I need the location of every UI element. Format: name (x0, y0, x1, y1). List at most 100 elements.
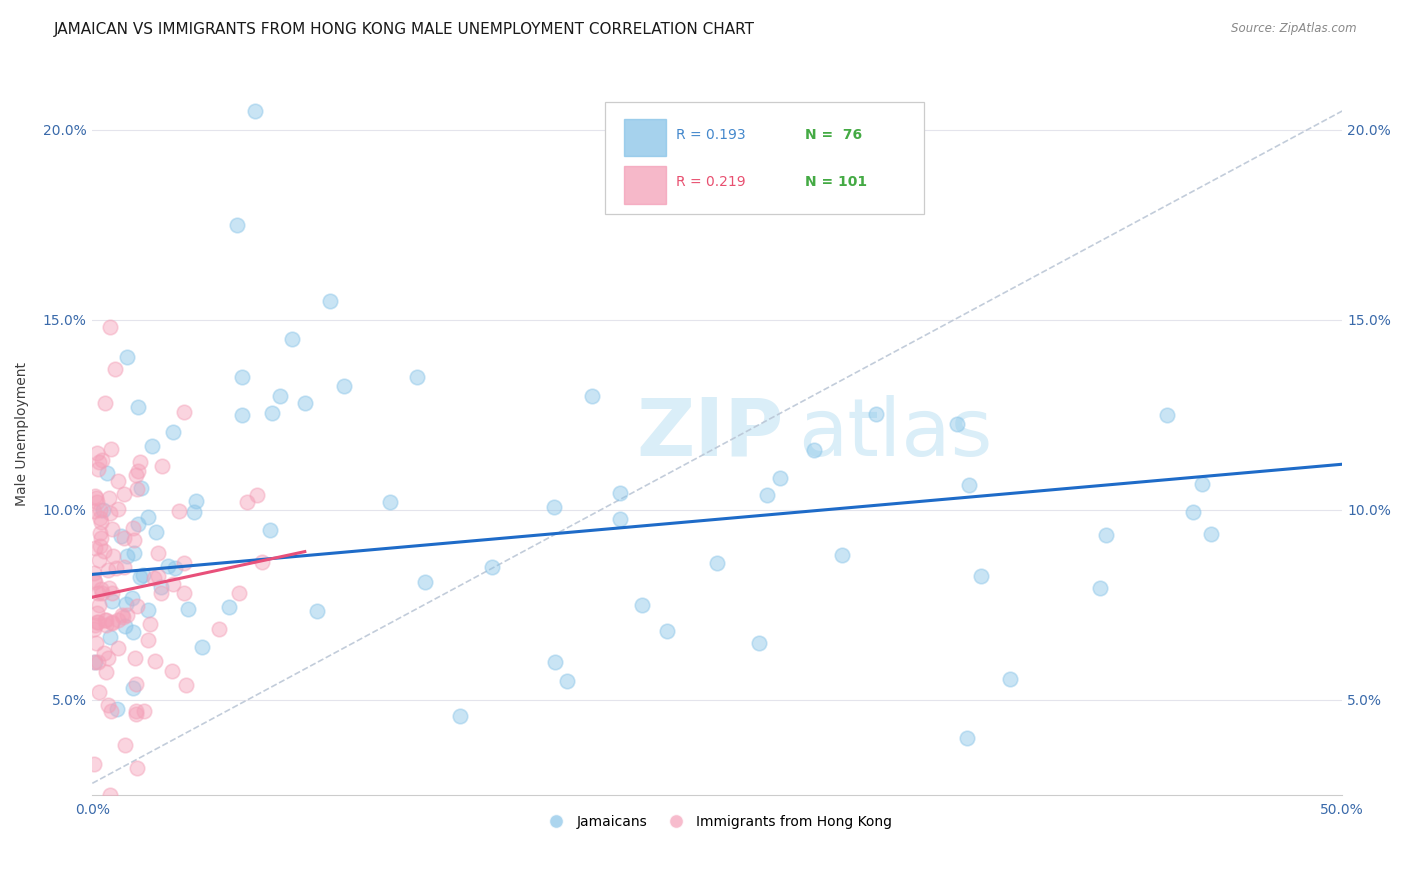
Point (250, 555, 273, 569)
Point (226, 218, 249, 232)
Point (183, 505, 205, 519)
Point (125, 706, 148, 721)
Point (112, 486, 135, 500)
Point (87, 615, 110, 630)
Point (101, 616, 124, 631)
Point (97, 651, 120, 665)
Point (143, 571, 166, 585)
Point (121, 521, 143, 535)
Point (706, 556, 728, 570)
Point (124, 533, 146, 547)
Point (186, 494, 208, 508)
Point (87, 552, 110, 566)
Point (114, 618, 136, 632)
Point (91, 453, 114, 467)
Point (148, 546, 170, 560)
Point (218, 600, 240, 615)
Point (86, 491, 108, 506)
Point (87, 656, 110, 670)
Point (481, 559, 503, 574)
Point (89, 503, 111, 517)
Point (957, 477, 980, 491)
Point (87, 685, 110, 699)
Point (104, 362, 127, 376)
Point (105, 561, 128, 575)
Point (129, 481, 152, 495)
Point (114, 739, 136, 753)
Point (89, 539, 111, 553)
Point (136, 632, 159, 647)
Point (122, 546, 145, 560)
Point (89, 598, 111, 612)
Point (138, 617, 160, 632)
Point (100, 442, 122, 456)
Point (631, 598, 654, 612)
FancyBboxPatch shape (623, 119, 666, 156)
Point (125, 468, 148, 483)
Point (543, 500, 565, 514)
Point (998, 672, 1021, 686)
Point (134, 704, 156, 718)
Point (91, 503, 114, 517)
Point (107, 613, 129, 627)
Point (96, 466, 118, 480)
Point (555, 673, 578, 688)
Point (117, 350, 139, 364)
Point (581, 389, 603, 403)
Point (121, 625, 143, 640)
Point (1191, 476, 1213, 491)
Point (332, 379, 354, 393)
Point (107, 474, 129, 488)
Point (96, 665, 118, 680)
Point (107, 640, 129, 655)
Point (86, 615, 108, 629)
Point (156, 558, 179, 573)
Point (970, 569, 993, 583)
Point (97, 581, 120, 595)
Point (100, 704, 122, 718)
Text: JAMAICAN VS IMMIGRANTS FROM HONG KONG MALE UNEMPLOYMENT CORRELATION CHART: JAMAICAN VS IMMIGRANTS FROM HONG KONG MA… (53, 22, 755, 37)
Point (101, 615, 124, 629)
Point (1199, 527, 1222, 541)
Point (136, 510, 159, 524)
Point (406, 369, 429, 384)
Text: Source: ZipAtlas.com: Source: ZipAtlas.com (1232, 22, 1357, 36)
Point (1088, 581, 1111, 595)
Point (269, 389, 291, 403)
Point (83, 756, 105, 771)
Point (115, 549, 138, 564)
Point (246, 488, 269, 502)
Point (173, 556, 195, 570)
Point (98, 491, 121, 505)
Point (83, 574, 105, 589)
Point (208, 622, 231, 636)
Point (127, 482, 149, 496)
Point (176, 602, 198, 616)
Point (83, 541, 105, 555)
Point (90, 585, 112, 599)
Point (167, 504, 190, 518)
Point (148, 569, 170, 583)
Point (228, 586, 250, 600)
Point (231, 408, 253, 422)
Text: R = 0.219: R = 0.219 (676, 176, 745, 189)
Point (236, 495, 259, 509)
Point (111, 610, 134, 624)
Point (94, 613, 117, 627)
FancyBboxPatch shape (605, 102, 924, 214)
Point (831, 549, 853, 563)
Point (83, 489, 105, 503)
Point (107, 501, 129, 516)
Point (94, 618, 117, 632)
Point (756, 488, 779, 502)
Point (89, 510, 111, 524)
Point (657, 624, 679, 639)
Point (94, 614, 117, 628)
Point (112, 560, 135, 574)
Text: N =  76: N = 76 (804, 128, 862, 142)
Point (141, 439, 163, 453)
Point (956, 731, 979, 745)
Point (132, 568, 155, 582)
Point (93, 544, 115, 558)
Point (83, 655, 105, 669)
